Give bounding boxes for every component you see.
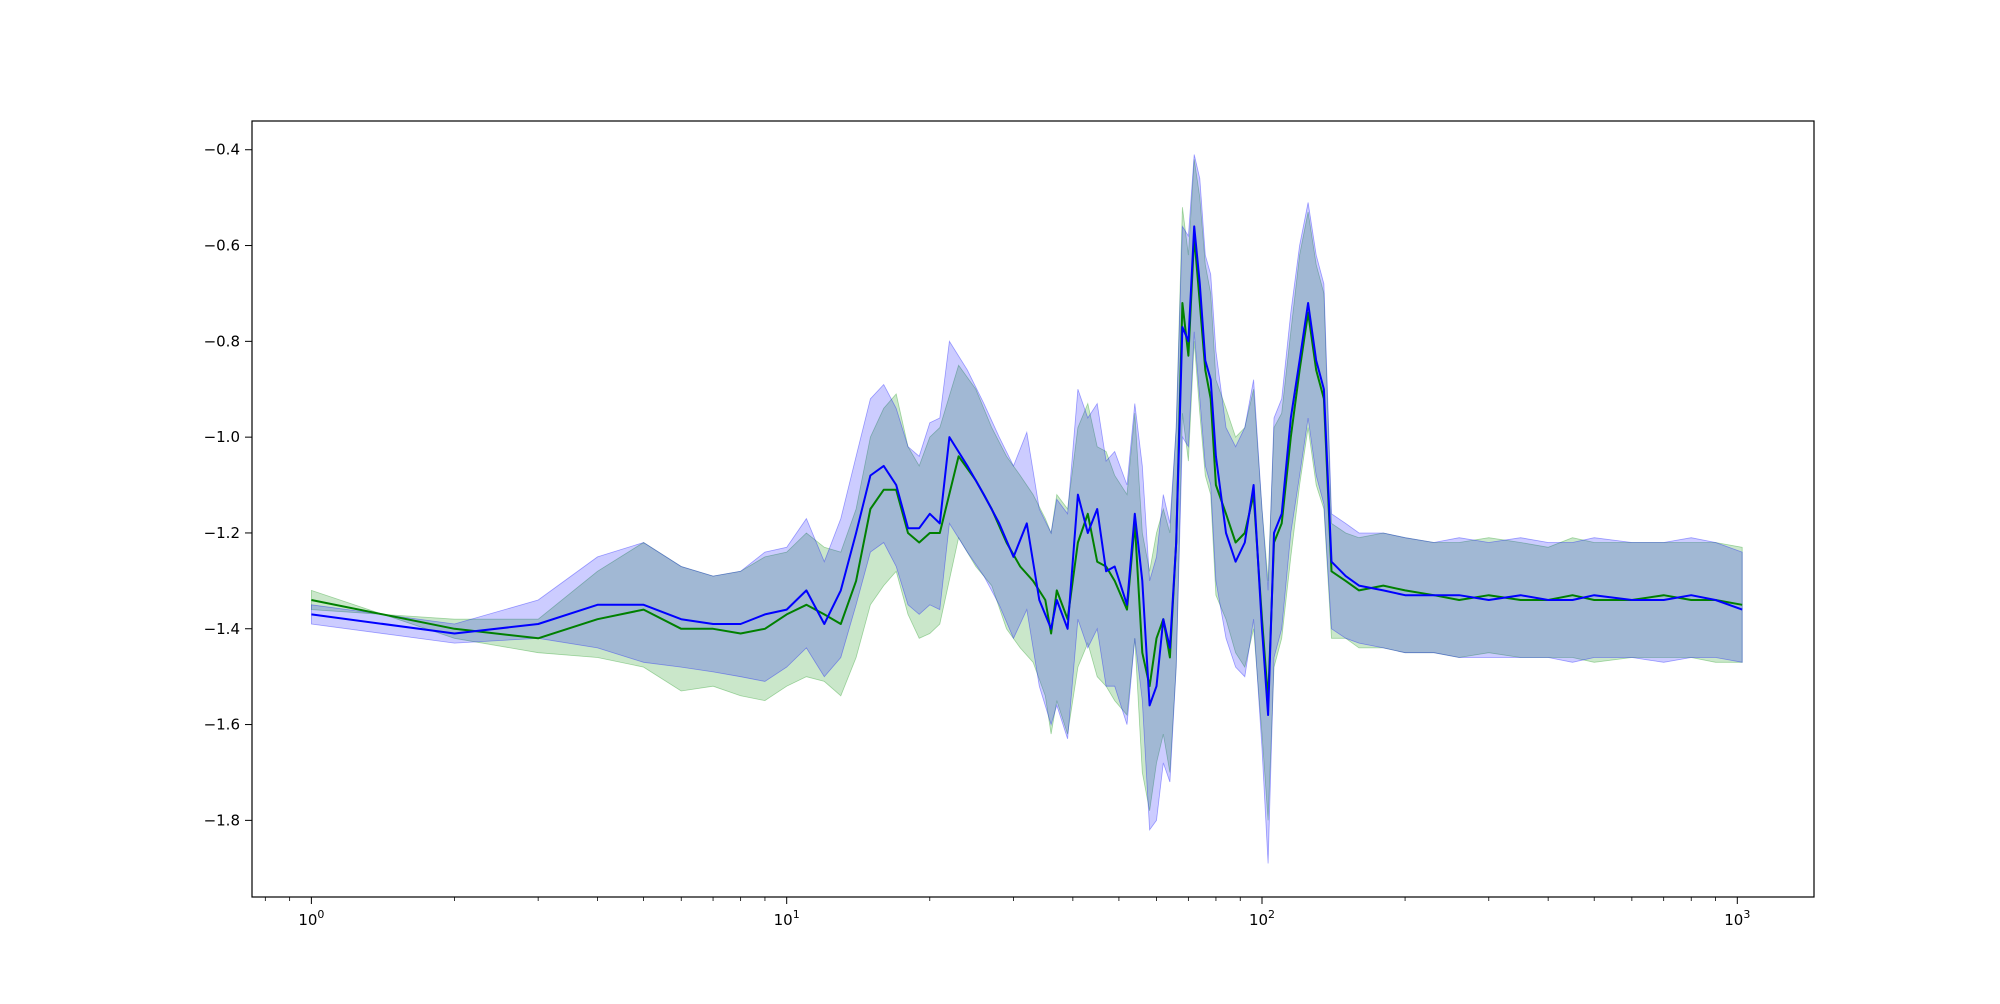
y-tick-label: −1.2 xyxy=(204,524,240,542)
x-tick-label-exponent: 0 xyxy=(317,908,324,921)
bands-layer xyxy=(311,154,1743,864)
x-axis: 100 101 102 103 xyxy=(264,897,1750,929)
y-tick-label: −0.8 xyxy=(204,332,240,350)
lines-layer xyxy=(311,225,1743,716)
x-tick-label-exponent: 2 xyxy=(1268,908,1275,921)
x-tick-label: 102 xyxy=(1249,908,1275,929)
series-1-line xyxy=(311,235,1743,702)
x-tick-label: 101 xyxy=(774,908,800,929)
y-tick-label: −1.8 xyxy=(204,811,240,829)
x-tick-label: 103 xyxy=(1724,908,1750,929)
y-tick-label: −0.4 xyxy=(204,141,240,159)
y-axis: −0.4 −0.6 −0.8 −1.0 −1.2 −1.4 −1.6 −1.8 xyxy=(204,141,252,829)
y-tick-label: −1.0 xyxy=(204,428,240,446)
x-tick-label-base: 10 xyxy=(774,911,793,929)
series-2-line xyxy=(311,225,1743,716)
y-tick-label: −0.6 xyxy=(204,237,240,255)
plot-frame xyxy=(251,120,1815,898)
x-tick-label: 100 xyxy=(298,908,324,929)
x-tick-label-exponent: 3 xyxy=(1743,908,1750,921)
series-2-band xyxy=(311,154,1743,864)
y-tick-label: −1.4 xyxy=(204,620,240,638)
y-tick-label: −1.6 xyxy=(204,716,240,734)
x-tick-label-base: 10 xyxy=(1724,911,1743,929)
x-tick-label-base: 10 xyxy=(1249,911,1268,929)
series-1-band xyxy=(311,159,1743,821)
x-tick-label-base: 10 xyxy=(298,911,317,929)
x-tick-label-exponent: 1 xyxy=(793,908,800,921)
